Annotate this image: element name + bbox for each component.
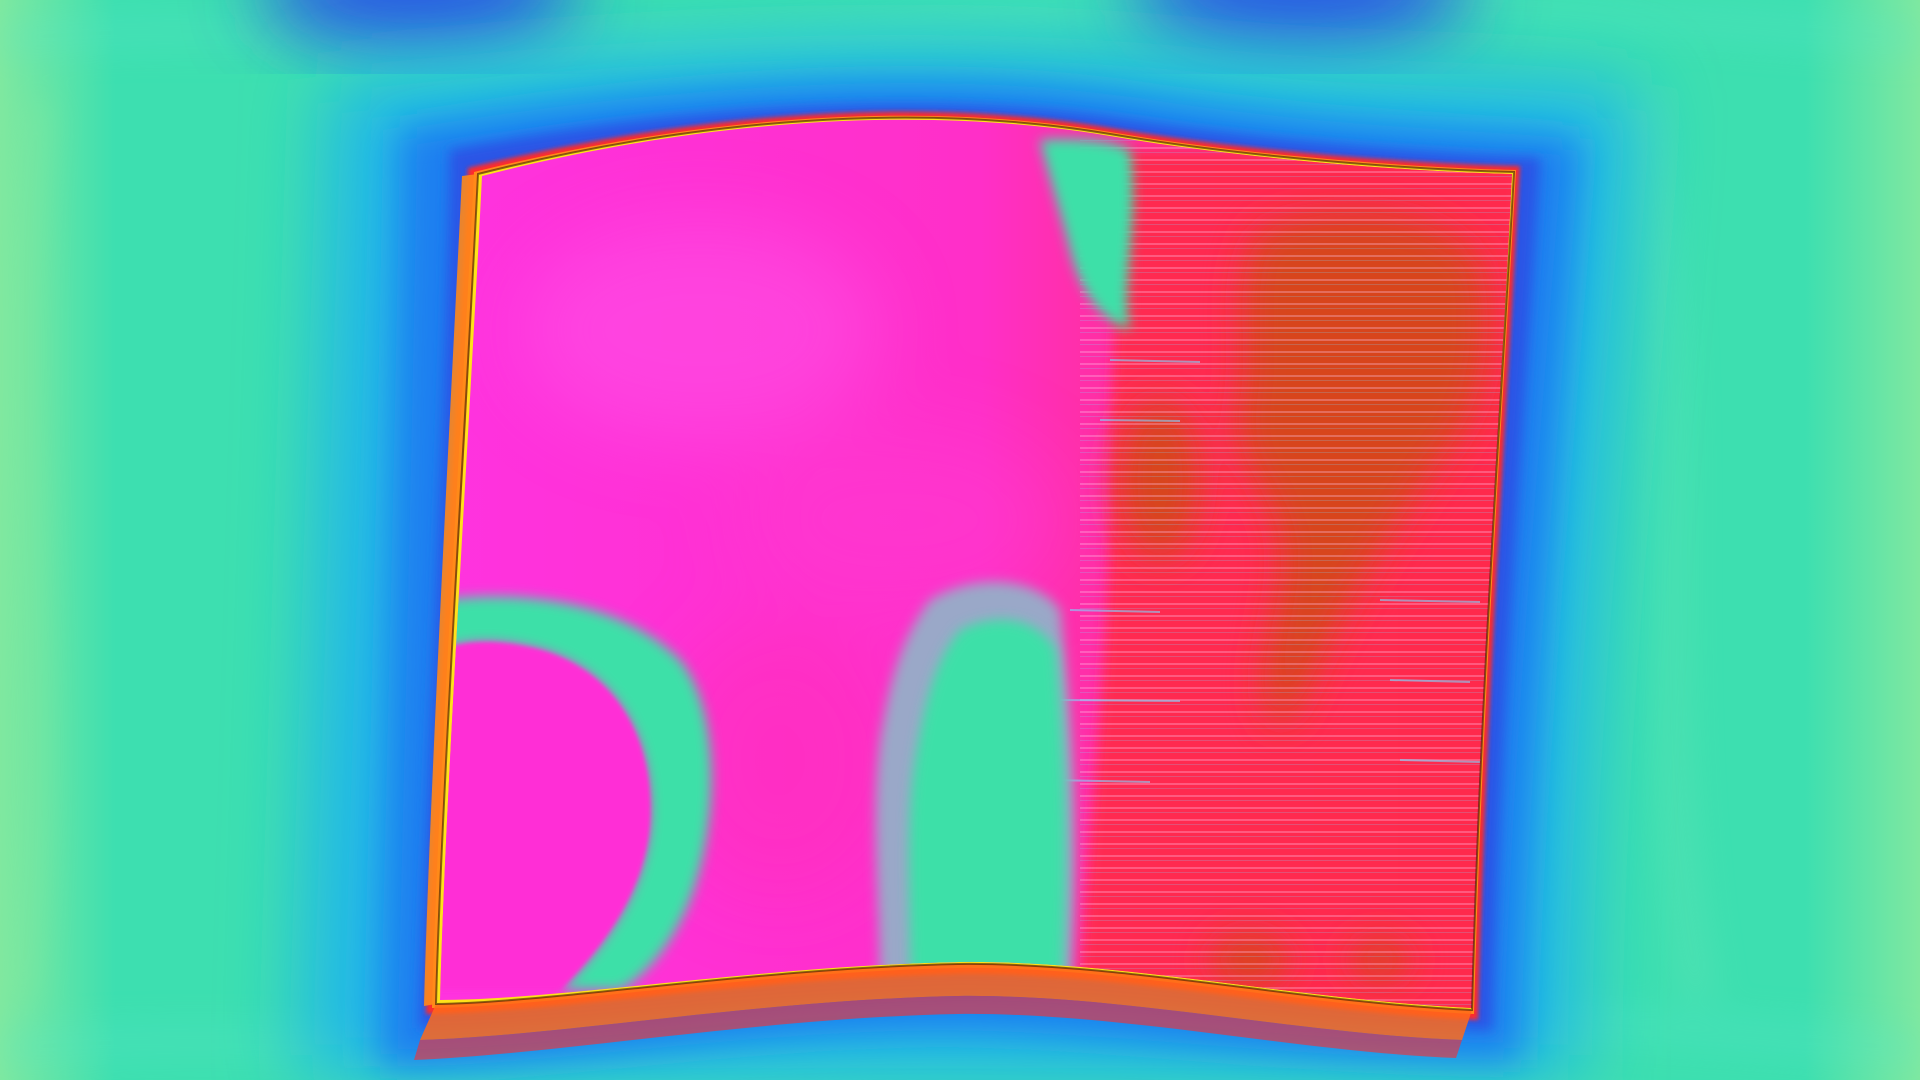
slab-outline xyxy=(434,116,1516,1012)
cool-patch-top xyxy=(1040,139,1133,330)
top-halo-blobs xyxy=(262,0,1468,50)
cool-arc xyxy=(440,596,712,990)
slab-surface xyxy=(440,119,1512,1009)
